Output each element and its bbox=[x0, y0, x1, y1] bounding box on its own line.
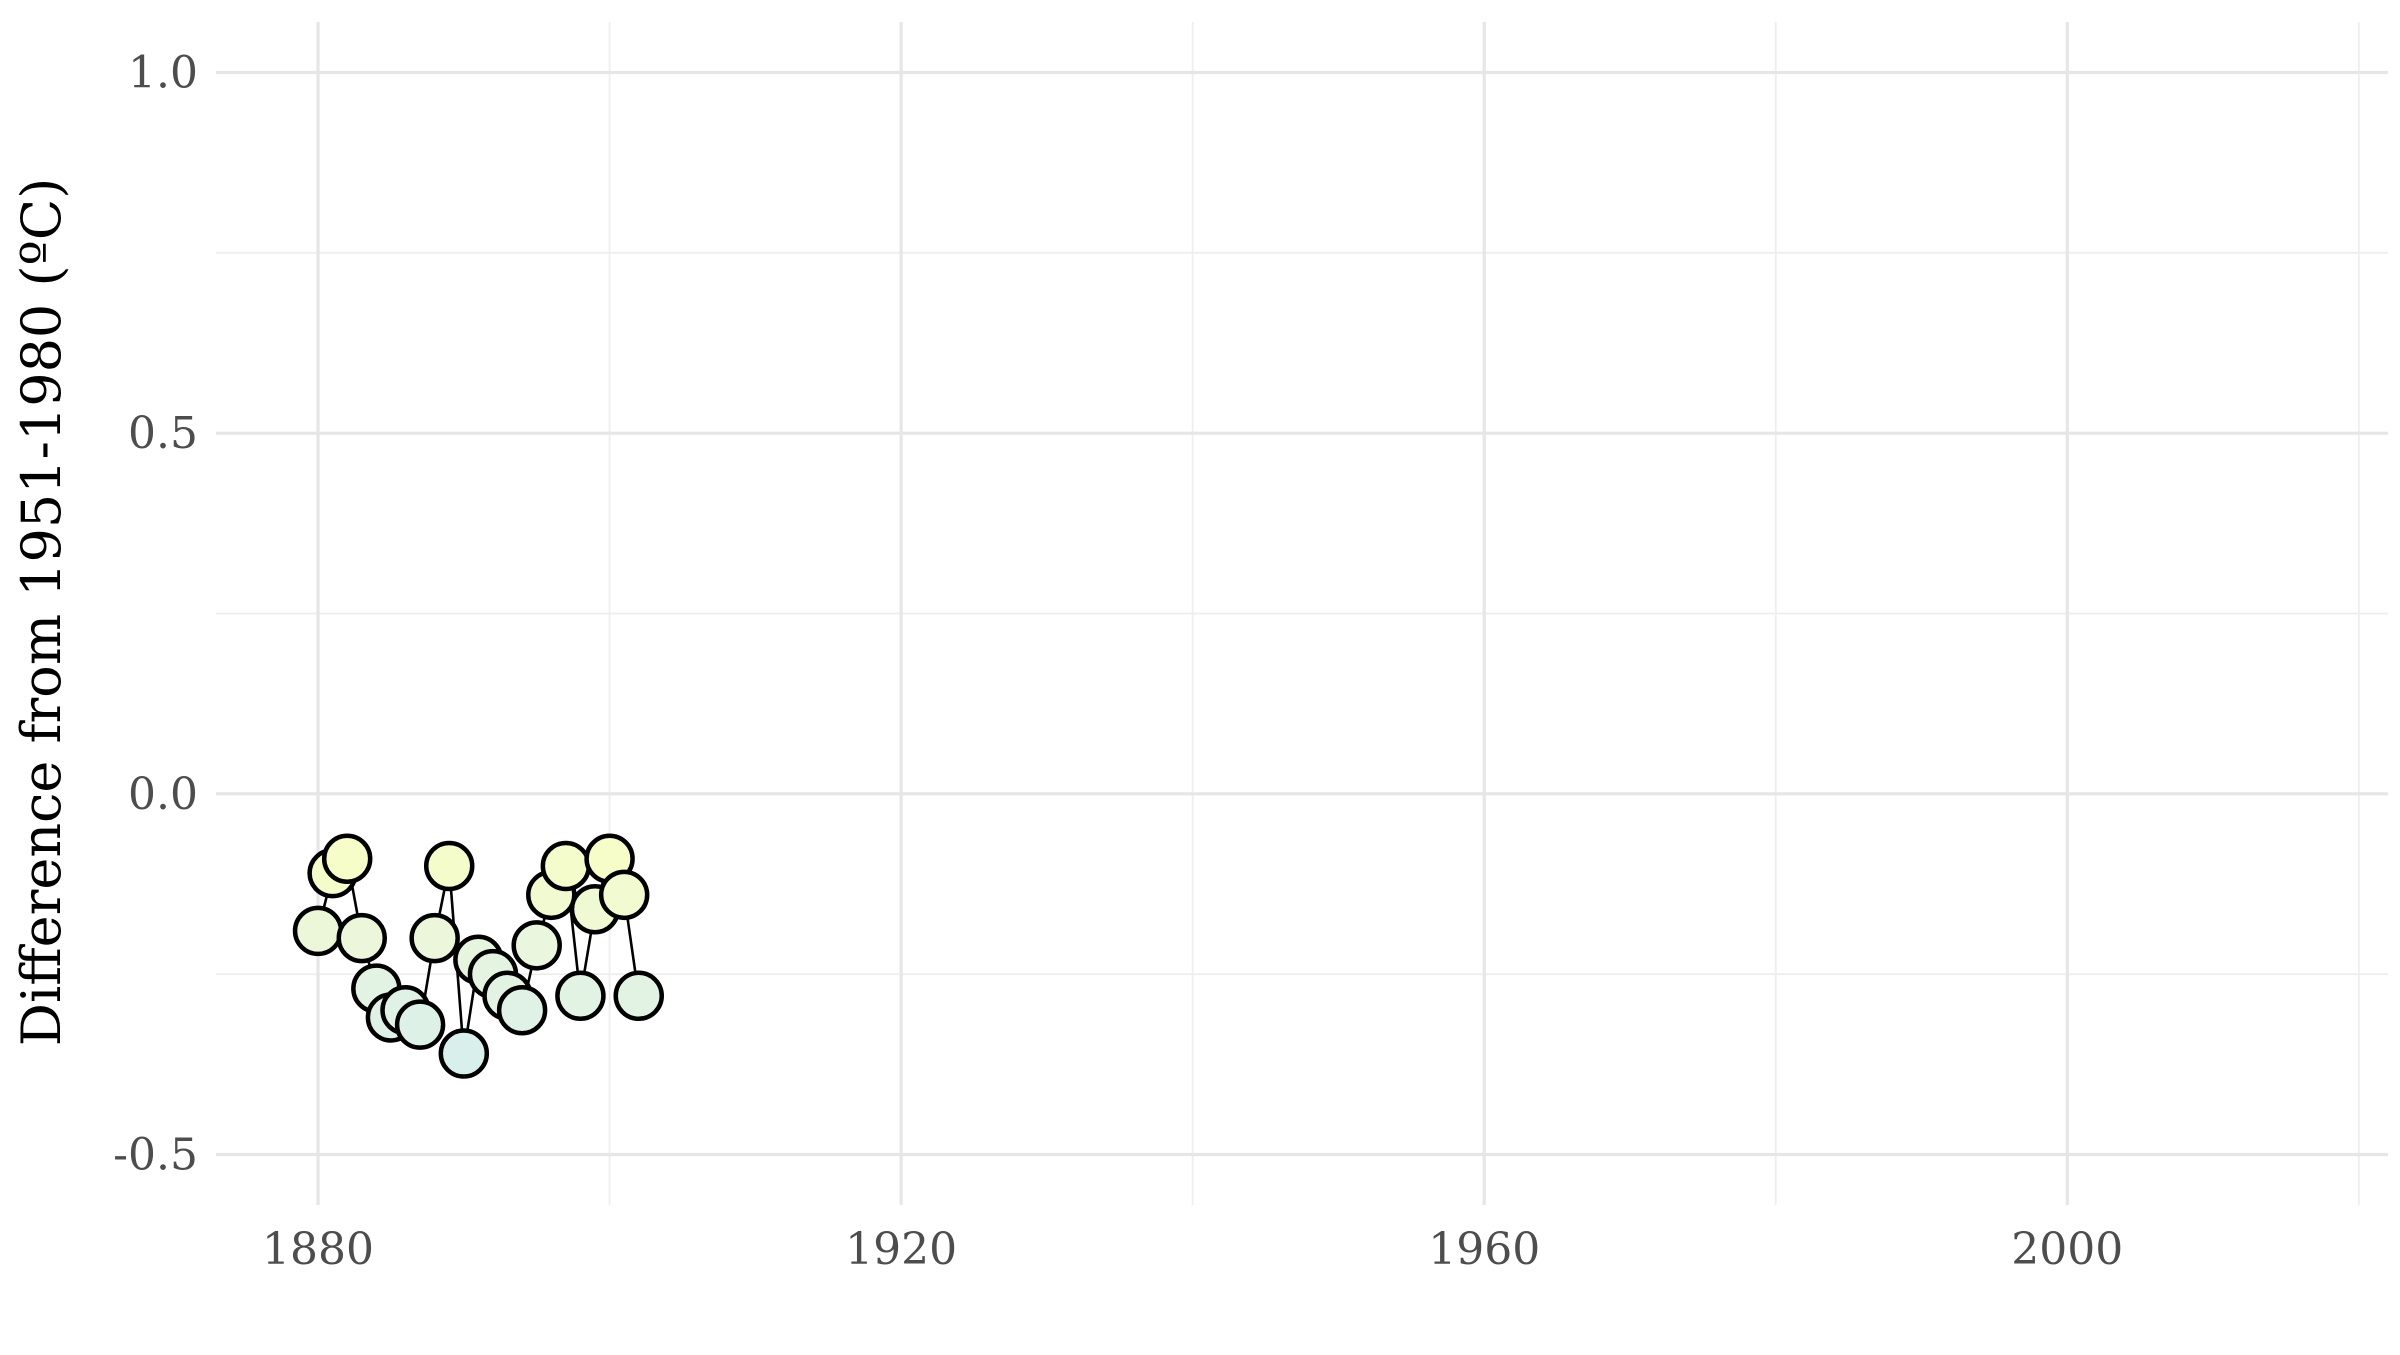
data-point bbox=[292, 905, 344, 957]
data-point bbox=[409, 912, 460, 964]
grid-layer bbox=[216, 22, 2388, 1205]
data-point bbox=[438, 1028, 490, 1079]
points-layer bbox=[292, 833, 664, 1079]
y-tick-label: -0.5 bbox=[113, 1130, 198, 1181]
data-point bbox=[511, 920, 562, 971]
y-tick-label: 0.5 bbox=[128, 408, 198, 459]
data-point bbox=[423, 840, 475, 892]
data-point bbox=[336, 912, 388, 964]
data-point bbox=[540, 840, 592, 892]
y-tick-label: 1.0 bbox=[128, 47, 198, 98]
x-tick-label: 2000 bbox=[2011, 1224, 2123, 1275]
x-axis-ticks: 1880 1920 1960 2000 bbox=[262, 1224, 2123, 1275]
y-tick-label: 0.0 bbox=[128, 769, 198, 820]
y-axis-ticks: -0.5 0.0 0.5 1.0 bbox=[113, 47, 198, 1180]
x-tick-label: 1960 bbox=[1428, 1224, 1540, 1275]
data-point bbox=[555, 970, 606, 1022]
data-point bbox=[394, 999, 446, 1050]
data-point bbox=[321, 833, 373, 885]
y-axis-title: Difference from 1951-1980 (ºC) bbox=[10, 178, 73, 1047]
data-point bbox=[496, 984, 548, 1036]
x-tick-label: 1880 bbox=[262, 1224, 374, 1275]
data-point bbox=[613, 970, 664, 1022]
data-point bbox=[598, 869, 650, 921]
x-tick-label: 1920 bbox=[845, 1224, 957, 1275]
